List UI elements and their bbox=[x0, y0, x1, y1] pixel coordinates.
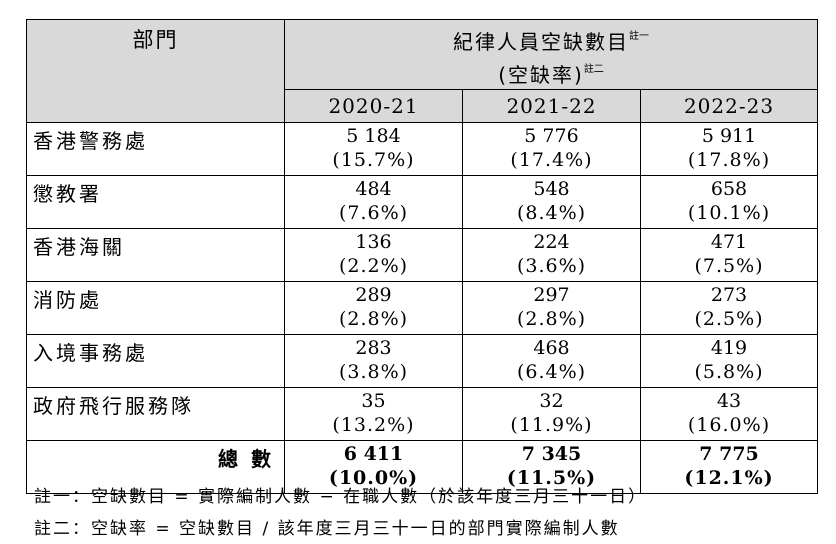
footnote-2: 註二：空缺率 = 空缺數目 / 該年度三月三十一日的部門實際編制人數 bbox=[34, 519, 620, 539]
vacancy-rate: (6.4%) bbox=[516, 361, 587, 383]
table-cell: 136 (2.2%) bbox=[284, 228, 463, 282]
vacancy-rate: (17.8%) bbox=[687, 149, 771, 171]
vacancy-count: 32 bbox=[539, 390, 564, 412]
vacancy-count: 5 776 bbox=[524, 125, 579, 147]
footnote-1: 註一：空缺數目 = 實際編制人數 − 在職人數（於該年度三月三十一日） bbox=[34, 487, 648, 507]
vacancy-rate: (3.8%) bbox=[338, 361, 409, 383]
vacancy-count: 471 bbox=[710, 231, 748, 253]
vacancy-rate: (3.6%) bbox=[516, 255, 587, 277]
table-cell: 43 (16.0%) bbox=[639, 387, 819, 441]
vacancy-count: 224 bbox=[533, 231, 570, 253]
vacancy-rate: (11.9%) bbox=[510, 414, 593, 436]
vacancy-header: 紀律人員空缺數目註一 (空缺率)註二 bbox=[283, 19, 819, 90]
dept-header: 部門 bbox=[26, 19, 285, 123]
vacancy-count: 289 bbox=[355, 284, 392, 306]
dept-name: 政府飛行服務隊 bbox=[26, 387, 285, 441]
table-cell: 289 (2.8%) bbox=[284, 281, 463, 335]
vacancy-rate: (15.7%) bbox=[332, 149, 415, 171]
total-count: 7 345 bbox=[521, 443, 582, 465]
vacancy-rate: (13.2%) bbox=[332, 414, 415, 436]
vacancy-count: 35 bbox=[361, 390, 386, 412]
table-cell: 5 776 (17.4%) bbox=[462, 122, 641, 176]
table-cell: 419 (5.8%) bbox=[639, 334, 819, 388]
dept-name: 入境事務處 bbox=[26, 334, 285, 388]
dept-name: 香港警務處 bbox=[26, 122, 285, 176]
table-row: 懲教署 484 (7.6%) 548 (8.4%) 658 (10.1%) bbox=[26, 175, 819, 229]
year-header-2020-21: 2020-21 bbox=[284, 89, 463, 123]
table-cell: 283 (3.8%) bbox=[284, 334, 463, 388]
table-cell: 5 184 (15.7%) bbox=[284, 122, 463, 176]
dept-name: 香港海關 bbox=[26, 228, 285, 282]
dept-name: 消防處 bbox=[26, 281, 285, 335]
total-rate: (12.1%) bbox=[684, 467, 774, 489]
vacancy-rate: (8.4%) bbox=[516, 202, 587, 224]
year-header-2021-22: 2021-22 bbox=[462, 89, 641, 123]
vacancy-table-container: 部門 紀律人員空缺數目註一 (空缺率)註二 2020-21 2021-22 20… bbox=[26, 19, 819, 494]
table-cell: 224 (3.6%) bbox=[462, 228, 641, 282]
vacancy-count: 5 184 bbox=[346, 125, 401, 147]
table-row: 入境事務處 283 (3.8%) 468 (6.4%) 419 (5.8%) bbox=[26, 334, 819, 388]
table-row: 香港警務處 5 184 (15.7%) 5 776 (17.4%) 5 911 (17… bbox=[26, 122, 819, 176]
vacancy-count: 273 bbox=[710, 284, 748, 306]
vacancy-title-note: 註一 bbox=[629, 31, 650, 42]
vacancy-subtitle: (空缺率) bbox=[498, 63, 584, 87]
table-cell: 32 (11.9%) bbox=[462, 387, 641, 441]
table-cell: 471 (7.5%) bbox=[639, 228, 819, 282]
vacancy-count: 468 bbox=[533, 337, 570, 359]
table-row: 香港海關 136 (2.2%) 224 (3.6%) 471 (7.5%) bbox=[26, 228, 819, 282]
vacancy-rate: (10.1%) bbox=[687, 202, 771, 224]
vacancy-count: 5 911 bbox=[701, 125, 757, 147]
vacancy-rate: (16.0%) bbox=[687, 414, 771, 436]
vacancy-count: 419 bbox=[710, 337, 748, 359]
total-count: 7 775 bbox=[699, 443, 759, 465]
total-rate: (11.5%) bbox=[506, 467, 597, 489]
vacancy-count: 283 bbox=[355, 337, 392, 359]
table-cell: 7 345 (11.5%) bbox=[462, 440, 641, 494]
table-row: 消防處 289 (2.8%) 297 (2.8%) 273 (2.5%) bbox=[26, 281, 819, 335]
table-cell: 7 775 (12.1%) bbox=[639, 440, 819, 494]
table-cell: 548 (8.4%) bbox=[462, 175, 641, 229]
table-cell: 35 (13.2%) bbox=[284, 387, 463, 441]
vacancy-count: 136 bbox=[355, 231, 392, 253]
vacancy-count: 297 bbox=[533, 284, 570, 306]
table-cell: 6 411 (10.0%) bbox=[284, 440, 463, 494]
total-rate: (10.0%) bbox=[328, 467, 419, 489]
vacancy-count: 658 bbox=[710, 178, 748, 200]
table-cell: 468 (6.4%) bbox=[462, 334, 641, 388]
vacancy-rate: (17.4%) bbox=[510, 149, 593, 171]
vacancy-subtitle-note: 註二 bbox=[583, 64, 604, 75]
vacancy-count: 43 bbox=[716, 390, 742, 412]
table-row: 政府飛行服務隊 35 (13.2%) 32 (11.9%) 43 (16.0%) bbox=[26, 387, 819, 441]
vacancy-rate: (7.5%) bbox=[694, 255, 764, 277]
vacancy-rate: (2.8%) bbox=[338, 308, 409, 330]
vacancy-rate: (5.8%) bbox=[694, 361, 764, 383]
table-cell: 273 (2.5%) bbox=[639, 281, 819, 335]
table-cell: 5 911 (17.8%) bbox=[639, 122, 819, 176]
vacancy-title: 紀律人員空缺數目 bbox=[453, 30, 630, 54]
table-cell: 658 (10.1%) bbox=[639, 175, 819, 229]
total-label: 總 數 bbox=[26, 440, 285, 494]
vacancy-rate: (2.2%) bbox=[338, 255, 409, 277]
total-row: 總 數 6 411 (10.0%) 7 345 (11.5%) 7 775 (12.1… bbox=[26, 440, 819, 494]
vacancy-table: 部門 紀律人員空缺數目註一 (空缺率)註二 2020-21 2021-22 20… bbox=[26, 19, 819, 494]
vacancy-rate: (2.5%) bbox=[694, 308, 764, 330]
dept-header-label: 部門 bbox=[132, 28, 179, 52]
year-header-2022-23: 2022-23 bbox=[639, 89, 819, 123]
vacancy-count: 548 bbox=[533, 178, 570, 200]
dept-name: 懲教署 bbox=[26, 175, 285, 229]
vacancy-count: 484 bbox=[355, 178, 392, 200]
vacancy-rate: (2.8%) bbox=[516, 308, 587, 330]
table-cell: 484 (7.6%) bbox=[284, 175, 463, 229]
table-cell: 297 (2.8%) bbox=[462, 281, 641, 335]
total-count: 6 411 bbox=[343, 443, 404, 465]
vacancy-rate: (7.6%) bbox=[338, 202, 409, 224]
